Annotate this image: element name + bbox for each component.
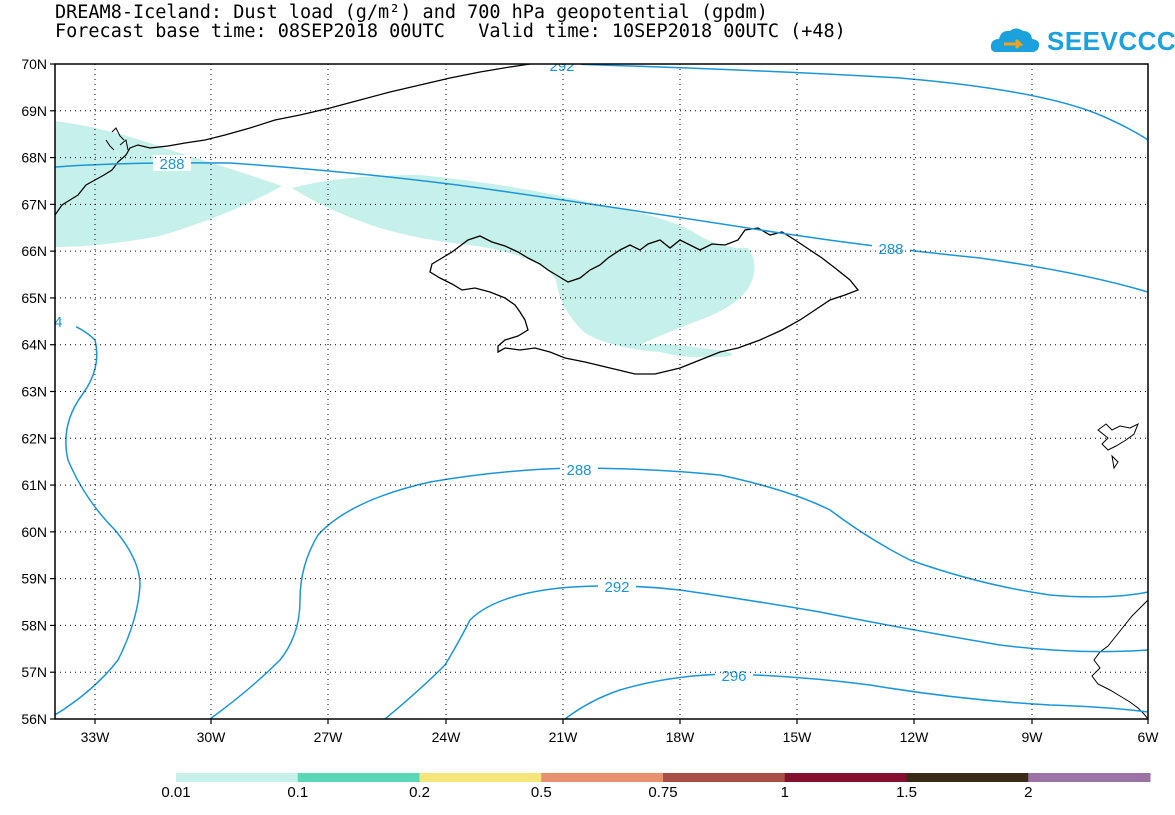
colorbar-label: 1 <box>780 784 789 801</box>
lon-tick-label: 9W <box>1022 729 1044 745</box>
lat-tick-label: 67N <box>21 196 47 212</box>
dust-colorbar <box>176 773 1151 782</box>
colorbar-swatch <box>419 773 542 782</box>
iceland-coastline <box>429 227 860 375</box>
lat-tick-label: 69N <box>21 103 47 119</box>
lat-tick-label: 64N <box>21 337 47 353</box>
lat-tick-label: 68N <box>21 150 47 166</box>
contour-label: 296 <box>721 668 746 685</box>
lat-tick-label: 59N <box>21 571 47 587</box>
colorbar-swatch <box>1028 773 1151 782</box>
lon-tick-label: 24W <box>432 729 462 745</box>
lat-tick-label: 60N <box>21 524 47 540</box>
colorbar-label: 0.5 <box>530 784 552 801</box>
colorbar-swatch <box>541 773 664 782</box>
contour-label: 292 <box>549 58 574 75</box>
lat-tick-label: 56N <box>21 711 47 727</box>
colorbar-label: 2 <box>1024 784 1033 801</box>
contour-label: 288 <box>159 156 184 173</box>
contour-288-south <box>209 467 1148 719</box>
lon-tick-label: 33W <box>81 729 111 745</box>
contour-292-south <box>384 585 1148 719</box>
contour-label: 292 <box>604 579 629 596</box>
lat-tick-label: 65N <box>21 290 47 306</box>
lon-tick-label: 30W <box>197 729 227 745</box>
lat-tick-label: 66N <box>21 243 47 259</box>
lat-tick-label: 62N <box>21 430 47 446</box>
colorbar-label: 0.1 <box>287 784 309 801</box>
dust-region-west <box>55 121 282 247</box>
lon-tick-label: 15W <box>783 729 813 745</box>
colorbar-swatch <box>176 773 299 782</box>
map-title: DREAM8-Iceland: Dust load (g/m²) and 700… <box>55 2 768 23</box>
seevccc-logo-text: SEEVCCC <box>1047 26 1175 56</box>
contour-label: 288 <box>566 462 591 479</box>
contour-292-north <box>520 64 1148 141</box>
scotland-coastline <box>1091 599 1148 719</box>
colorbar-swatch <box>784 773 907 782</box>
lat-tick-label: 58N <box>21 617 47 633</box>
contour-label: 288 <box>878 241 903 258</box>
seevccc-cloud-logo-icon <box>990 28 1040 52</box>
contour-284 <box>55 319 141 716</box>
colorbar-swatch <box>297 773 420 782</box>
lat-tick-label: 63N <box>21 384 47 400</box>
lon-tick-label: 6W <box>1138 729 1160 745</box>
colorbar-label: 1.5 <box>896 784 917 801</box>
lat-tick-label: 61N <box>21 477 47 493</box>
colorbar-swatch <box>906 773 1029 782</box>
colorbar-label: 0.2 <box>409 784 430 801</box>
contour-label: 284 <box>37 314 62 331</box>
lon-tick-label: 18W <box>666 729 696 745</box>
colorbar-label: 0.75 <box>648 784 678 801</box>
colorbar-label: 0.01 <box>161 784 191 801</box>
contour-288-north <box>55 162 1148 293</box>
lat-tick-label: 70N <box>21 56 47 72</box>
lon-tick-label: 12W <box>900 729 930 745</box>
faroe-islands <box>1097 422 1139 470</box>
lat-tick-label: 57N <box>21 664 47 680</box>
dust-region-iceland <box>292 175 755 358</box>
colorbar-swatch <box>663 773 786 782</box>
greenland-coastline <box>55 64 531 216</box>
greenland-fjords <box>105 127 129 151</box>
lon-tick-label: 27W <box>314 729 344 745</box>
contour-296 <box>564 673 1148 719</box>
forecast-time-subtitle: Forecast base time: 08SEP2018 00UTC Vali… <box>55 21 846 42</box>
lon-tick-label: 21W <box>549 729 579 745</box>
